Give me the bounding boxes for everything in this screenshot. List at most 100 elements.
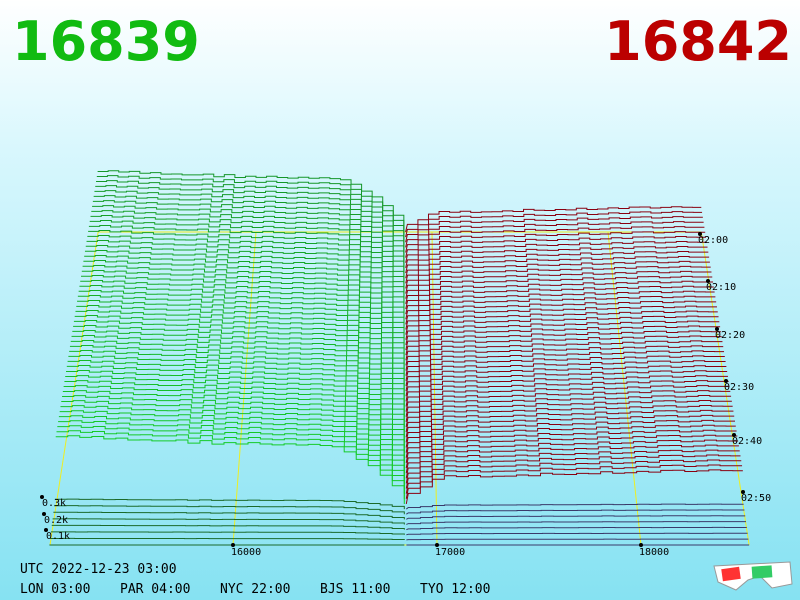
ask-depth-line [405, 270, 712, 299]
ask-depth-line [405, 375, 728, 407]
bid-depth-line [74, 314, 405, 381]
ask-depth-line [405, 469, 743, 505]
depth-tick [40, 495, 44, 499]
ask-depth-line [405, 300, 717, 330]
utc-time: UTC 2022-12-23 03:00 [20, 562, 177, 577]
time-tick [715, 327, 719, 331]
bid-depth-line [65, 370, 405, 438]
ask-depth-line [405, 439, 739, 474]
time-tick [741, 490, 745, 494]
ask-depth-line [406, 515, 746, 520]
bid-depth-line [54, 498, 405, 510]
ask-depth-line [405, 241, 707, 269]
depth-label: 0.3k [42, 498, 66, 509]
price-tick [231, 543, 235, 547]
ask-depth-line [405, 290, 715, 320]
glasses-icon[interactable] [713, 561, 793, 591]
ask-depth-line [405, 260, 710, 289]
bid-depth-line [69, 345, 405, 412]
bid-depth-line [84, 254, 405, 320]
bid-depth-line [56, 430, 405, 499]
ask-depth-line [405, 459, 742, 494]
ask-depth-line [405, 404, 733, 438]
depth-tick [42, 512, 46, 516]
ask-depth-line [405, 350, 725, 381]
bid-depth-line [87, 235, 405, 299]
ask-depth-line [405, 419, 736, 453]
bid-depth-line [55, 435, 405, 504]
floor-line [49, 231, 99, 546]
bid-depth-line [71, 334, 405, 402]
bid-depth-line [77, 294, 405, 361]
bid-depth-line [67, 360, 405, 427]
bid-depth-line [62, 390, 405, 458]
bid-depth-line [97, 170, 405, 232]
bid-depth-line [68, 355, 405, 422]
price-label: 16000 [231, 547, 261, 558]
bid-depth-line [76, 304, 405, 371]
bid-depth-line [88, 230, 405, 294]
bid-depth-line [58, 415, 405, 484]
floor-line [700, 231, 750, 546]
ask-depth-line [405, 355, 725, 387]
bid-depth-line [78, 289, 405, 356]
price-tick [639, 543, 643, 547]
bid-depth-line [54, 505, 405, 515]
bid-depth-line [92, 200, 405, 263]
city-time: PAR 04:00 [120, 582, 190, 597]
ask-depth-line [406, 532, 748, 536]
bid-depth-line [96, 180, 405, 243]
price-label: 17000 [435, 547, 465, 558]
bid-depth-line [69, 350, 405, 417]
bid-depth-line [61, 400, 405, 469]
ask-depth-line [405, 429, 737, 463]
time-tick [706, 279, 710, 283]
time-label: 02:30 [724, 382, 754, 393]
ask-depth-line [405, 390, 731, 422]
ask-depth-line [406, 521, 746, 525]
ask-depth-line [405, 370, 728, 402]
ask-depth-line [405, 295, 716, 325]
bid-depth-line [83, 259, 405, 325]
bid-depth-line [52, 518, 405, 525]
bid-depth-line [65, 375, 405, 443]
bid-depth-line [95, 185, 405, 248]
ask-depth-line [405, 400, 732, 433]
bid-depth-line [94, 190, 405, 253]
bid-depth-line [50, 531, 405, 535]
ask-depth-line [406, 509, 745, 515]
ask-depth-line [405, 365, 727, 397]
ask-depth-line [405, 385, 730, 417]
bid-depth-line [62, 395, 405, 463]
ask-depth-line [405, 206, 702, 233]
ask-depth-line [405, 320, 720, 351]
ask-depth-line [406, 526, 747, 531]
bid-depth-line [50, 537, 405, 540]
bid-depth-line [91, 210, 405, 274]
bid-depth-line [73, 324, 405, 392]
bid-depth-line [89, 220, 405, 284]
time-label: 02:00 [698, 235, 728, 246]
ask-depth-line [405, 335, 722, 366]
depth-tick [44, 528, 48, 532]
bid-depth-line [80, 279, 405, 345]
ask-depth-line [405, 345, 724, 376]
ask-depth-line [405, 275, 713, 304]
ask-depth-line [405, 444, 739, 479]
ask-depth-line [405, 250, 709, 279]
bid-depth-line [81, 274, 405, 340]
ask-depth-line [405, 280, 714, 310]
bid-depth-line [85, 244, 405, 309]
depth-label: 0.2k [44, 515, 68, 526]
ask-depth-line [405, 330, 721, 361]
bid-depth-line [53, 511, 405, 520]
bid-depth-line [70, 339, 405, 407]
bid-depth-line [75, 309, 405, 376]
bid-depth-line [57, 425, 405, 494]
ask-depth-line [405, 310, 718, 340]
ask-depth-line [405, 424, 736, 458]
ask-depth-line [405, 434, 738, 469]
price-label: 18000 [639, 547, 669, 558]
bid-depth-line [79, 284, 405, 351]
bid-depth-line [93, 195, 405, 258]
